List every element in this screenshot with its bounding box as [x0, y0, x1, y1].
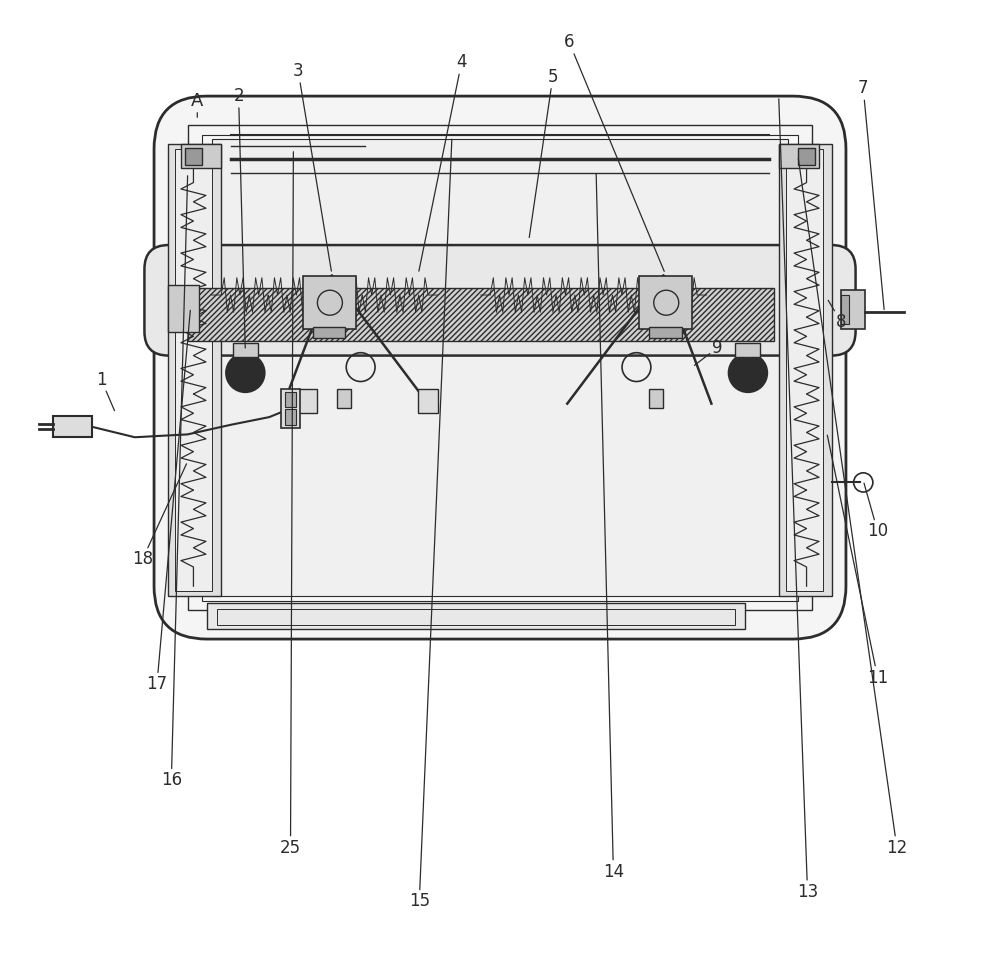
Bar [188, 288, 774, 341]
Text: 9: 9 [694, 339, 722, 365]
Bar [779, 144, 819, 168]
Bar [786, 149, 823, 591]
Bar [649, 389, 663, 408]
Bar [313, 327, 345, 338]
Bar [207, 603, 745, 629]
Bar [779, 144, 832, 596]
Text: 13: 13 [779, 99, 818, 900]
Text: 6: 6 [564, 34, 664, 271]
Bar [168, 144, 221, 596]
Bar [212, 139, 788, 596]
Text: 8: 8 [828, 300, 846, 331]
Text: 2: 2 [233, 87, 245, 348]
Bar [285, 409, 296, 425]
Circle shape [740, 365, 756, 381]
Bar [281, 389, 300, 428]
Bar [175, 149, 212, 591]
Bar [298, 389, 317, 413]
Bar [841, 295, 849, 324]
Text: 18: 18 [132, 464, 187, 568]
FancyBboxPatch shape [144, 245, 856, 356]
Circle shape [238, 365, 253, 381]
Bar [798, 148, 815, 165]
Bar [285, 392, 296, 407]
Bar [168, 285, 199, 332]
Text: A: A [191, 92, 203, 117]
Circle shape [729, 354, 767, 392]
Text: 14: 14 [596, 174, 624, 880]
Bar [418, 389, 438, 413]
Text: 17: 17 [146, 310, 190, 693]
Text: 4: 4 [419, 54, 467, 271]
Bar [337, 389, 351, 408]
Bar [185, 148, 202, 165]
Text: 1: 1 [96, 371, 115, 410]
Circle shape [226, 354, 265, 392]
FancyBboxPatch shape [154, 96, 846, 639]
Text: 5: 5 [529, 68, 558, 237]
Bar [303, 276, 356, 329]
Bar [217, 609, 735, 625]
Text: 12: 12 [798, 159, 908, 856]
Text: 10: 10 [864, 483, 888, 540]
Bar [233, 343, 258, 357]
Bar [202, 135, 798, 601]
Text: 7: 7 [858, 80, 884, 309]
Bar [181, 144, 221, 168]
Text: 3: 3 [293, 62, 331, 271]
Bar [639, 276, 692, 329]
Bar [188, 125, 812, 610]
Bar [841, 290, 865, 329]
Text: 16: 16 [161, 176, 188, 789]
Bar [53, 416, 92, 437]
Bar [735, 343, 760, 357]
Text: 15: 15 [409, 139, 452, 910]
Bar [649, 327, 682, 338]
Text: 11: 11 [827, 435, 888, 686]
Text: 25: 25 [280, 152, 301, 856]
